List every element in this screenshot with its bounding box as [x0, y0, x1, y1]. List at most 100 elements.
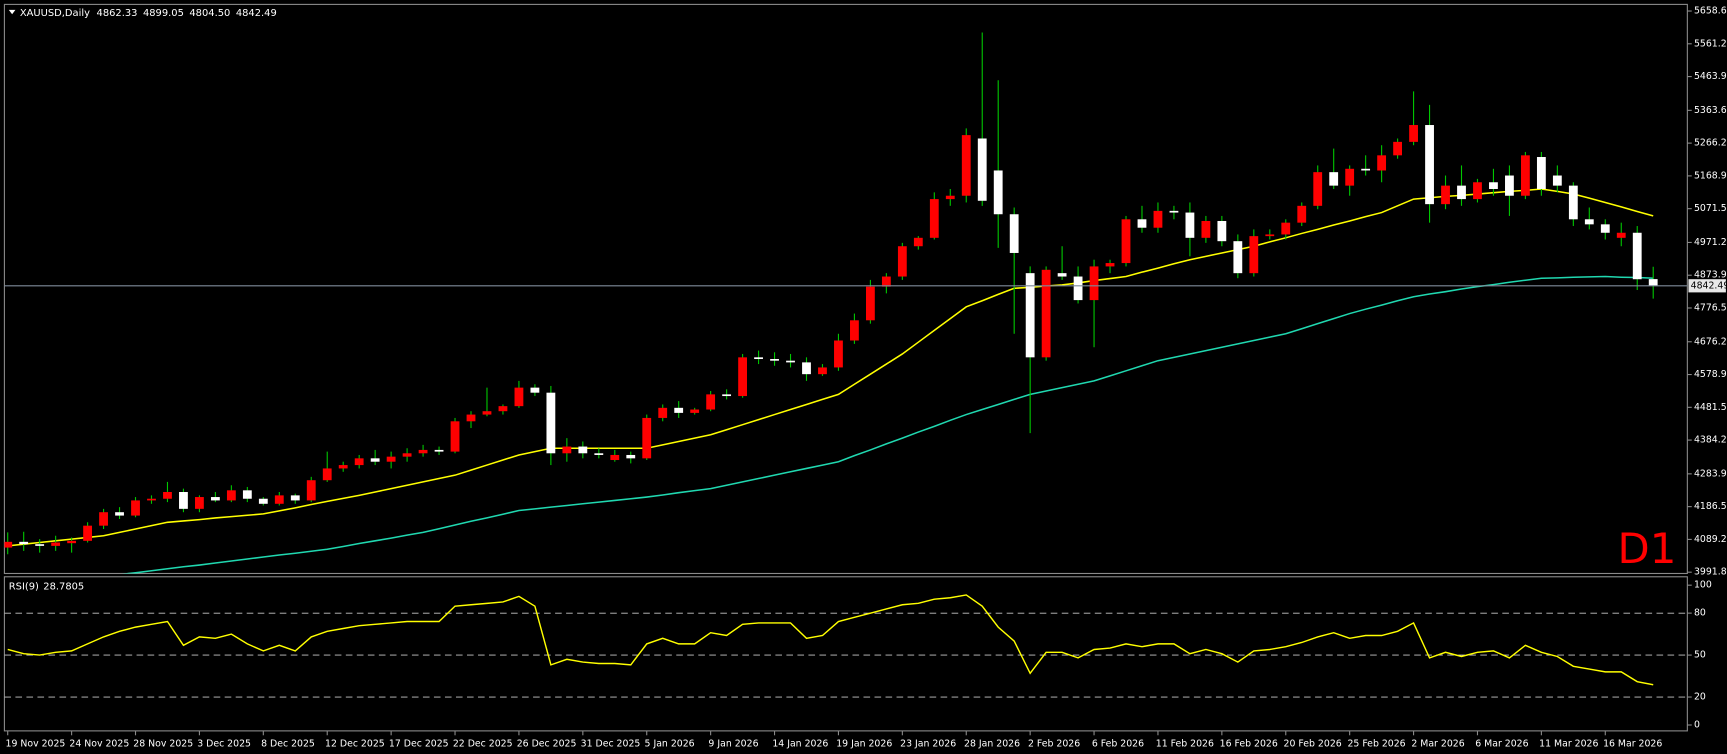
candle-body	[1249, 236, 1259, 274]
candle-body	[850, 320, 859, 341]
y-tick-label: 5168.90	[1694, 170, 1727, 181]
rsi-panel-border	[3, 576, 1688, 732]
x-tick-label: 5 Jan 2026	[645, 739, 695, 750]
candle-body	[1073, 276, 1083, 301]
x-tick-label: 26 Dec 2025	[517, 739, 577, 750]
candle-body	[706, 394, 716, 410]
candle-body	[674, 407, 684, 413]
candle-body	[418, 449, 428, 454]
y-tick-label: 4971.25	[1694, 237, 1727, 248]
x-tick-label: 22 Dec 2025	[453, 739, 513, 750]
candle-body	[274, 495, 284, 504]
candle-body	[546, 392, 556, 454]
candle-body	[322, 468, 332, 481]
candle-body	[865, 286, 875, 321]
candles	[4, 32, 1658, 574]
candle-body	[115, 512, 124, 516]
candle-body	[1345, 168, 1355, 186]
candle-body	[338, 465, 348, 469]
rsi-line	[7, 594, 1654, 686]
rsi-axis: 100 80 50 20 0	[1687, 580, 1712, 730]
last-price-tag	[1688, 279, 1726, 293]
moving-average-line	[7, 188, 1654, 547]
candle-body	[1057, 273, 1067, 277]
candle-body	[1409, 125, 1418, 142]
rsi-header: RSI(9) 28.7805	[9, 582, 84, 593]
y-tick-label: 5658.60	[1694, 6, 1727, 17]
y-tick-label: 4873.90	[1694, 270, 1727, 281]
x-tick-label: 23 Jan 2026	[900, 739, 956, 750]
chart-header: XAUUSD,Daily 4862.33 4899.05 4804.50 4842.49	[20, 8, 277, 19]
candle-body	[1393, 141, 1403, 156]
y-tick-label: 4676.25	[1694, 336, 1727, 347]
candle-body	[961, 135, 971, 196]
moving-average-line	[121, 275, 1654, 574]
candle-body	[786, 360, 795, 363]
candle-body	[354, 458, 364, 466]
candle-body	[1600, 224, 1610, 233]
candle-body	[690, 409, 700, 413]
candle-body	[562, 446, 572, 454]
close-value: 4842.49	[236, 8, 277, 19]
candle-body	[1361, 168, 1371, 171]
candle-body	[1457, 185, 1466, 200]
candle-body	[1568, 185, 1578, 220]
candle-body	[897, 246, 907, 277]
candle-body	[258, 498, 268, 504]
candle-body	[19, 541, 29, 545]
candle-body	[1265, 234, 1275, 237]
x-tick-label: 8 Dec 2025	[261, 739, 315, 750]
candle-body	[834, 340, 843, 368]
x-tick-label: 9 Jan 2026	[708, 739, 758, 750]
y-tick-label: 4776.55	[1694, 302, 1727, 313]
y-tick-label: 4578.90	[1694, 369, 1727, 380]
y-tick-label: 20	[1694, 692, 1706, 703]
candle-body	[1105, 263, 1115, 267]
x-tick-label: 11 Feb 2026	[1156, 739, 1214, 750]
candle-body	[1377, 155, 1387, 171]
candle-body	[1632, 232, 1642, 280]
candle-body	[770, 359, 779, 361]
x-tick-label: 6 Mar 2026	[1475, 739, 1528, 750]
rsi-plot	[4, 594, 1688, 698]
candle-body	[1584, 219, 1594, 225]
candle-body	[163, 492, 172, 499]
candle-body	[466, 414, 476, 422]
candle-body	[1473, 182, 1482, 200]
candle-body	[594, 453, 604, 455]
x-tick-label: 16 Mar 2026	[1603, 739, 1662, 750]
rsi-title: RSI(9)	[9, 582, 39, 593]
rsi-value: 28.7805	[43, 582, 84, 593]
x-tick-label: 19 Jan 2026	[836, 739, 892, 750]
y-tick-label: 5463.90	[1694, 71, 1727, 82]
collapse-icon[interactable]	[8, 9, 16, 15]
y-tick-label: 80	[1694, 608, 1706, 619]
candle-body	[147, 498, 156, 501]
candle-body	[578, 446, 588, 454]
candle-body	[1137, 219, 1147, 228]
x-tick-label: 28 Jan 2026	[964, 739, 1020, 750]
candle-body	[1185, 212, 1195, 238]
date-axis: 19 Nov 2025 24 Nov 2025 28 Nov 2025 3 Dec 2…	[6, 730, 1662, 750]
candle-body	[626, 454, 636, 459]
y-tick-label: 4283.90	[1694, 468, 1727, 479]
x-tick-label: 17 Dec 2025	[389, 739, 449, 750]
low-value: 4804.50	[189, 8, 230, 19]
candle-body	[83, 525, 92, 541]
candle-body	[722, 394, 732, 397]
candle-body	[210, 497, 220, 501]
candle-body	[1536, 157, 1546, 189]
candle-body	[881, 276, 891, 287]
x-tick-label: 28 Nov 2025	[133, 739, 193, 750]
y-tick-label: 4186.55	[1694, 501, 1727, 512]
candle-body	[482, 411, 492, 415]
symbol-title: XAUUSD,Daily	[20, 8, 90, 19]
y-tick-label: 100	[1694, 580, 1712, 591]
candle-body	[610, 454, 620, 461]
high-value: 4899.05	[143, 8, 184, 19]
x-tick-label: 24 Nov 2025	[69, 739, 129, 750]
y-tick-label: 4481.55	[1694, 402, 1727, 413]
candle-body	[67, 540, 77, 544]
